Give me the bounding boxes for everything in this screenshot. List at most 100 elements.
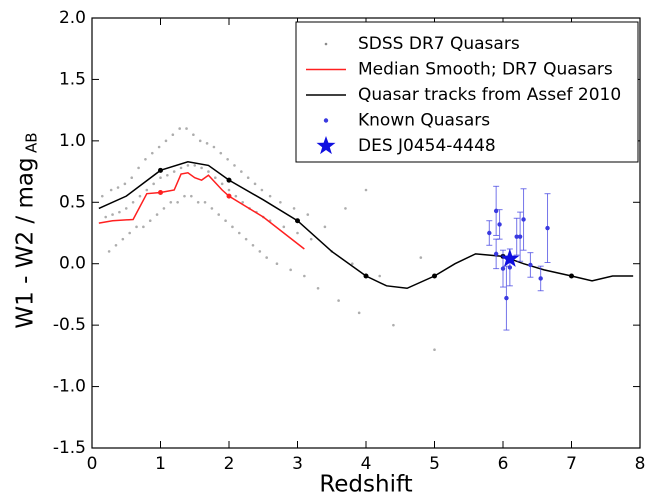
track-marker [226, 193, 232, 199]
scatter-point [186, 164, 190, 167]
scatter-point [231, 225, 234, 229]
track-marker [158, 167, 163, 173]
scatter-point [226, 157, 229, 161]
scatter-point [279, 200, 282, 204]
scatter-point [246, 176, 250, 180]
scatter-point [309, 237, 313, 241]
y-tick-label: 1.5 [59, 69, 86, 89]
scatter-point [205, 142, 209, 145]
scatter-point [237, 231, 241, 235]
scatter-point [296, 231, 299, 235]
scatter-point [203, 200, 207, 204]
scatter-point [292, 207, 296, 210]
track-marker [363, 273, 369, 279]
star-point [500, 248, 520, 267]
y-axis-label: W1 - W2 / mag [13, 157, 39, 328]
scatter-point [196, 200, 200, 204]
scatter-point [364, 188, 368, 192]
scatter-point [258, 250, 262, 253]
known-quasar [487, 230, 492, 236]
known-quasar [517, 234, 523, 239]
scatter-point [351, 262, 354, 266]
legend-label: Quasar tracks from Assef 2010 [358, 85, 621, 105]
scatter-point [323, 225, 327, 229]
scatter-point [155, 213, 159, 216]
y-tick-label: 0.0 [59, 254, 86, 274]
scatter-point [179, 166, 183, 170]
known-quasar [493, 251, 499, 257]
scatter-point [275, 262, 279, 266]
known-quasar [504, 295, 509, 301]
y-axis-label-sub: AB [23, 132, 41, 153]
known-quasar [545, 225, 550, 231]
scatter-point [144, 157, 147, 161]
scatter-point [130, 176, 134, 180]
scatter-point [142, 225, 145, 229]
scatter-point [219, 151, 223, 155]
scatter-point [220, 182, 224, 186]
x-tick-label: 0 [87, 454, 98, 474]
scatter-point [123, 182, 127, 186]
x-tick-label: 5 [429, 454, 440, 474]
y-tick-label: -1.0 [53, 377, 86, 397]
scatter-point [289, 268, 292, 272]
scatter-point [172, 170, 176, 173]
scatter-point [185, 127, 188, 130]
y-tick-label: 0.5 [59, 192, 86, 212]
legend-star [316, 136, 336, 155]
y-tick-label: 2.0 [59, 8, 86, 28]
y-tick-label: -0.5 [53, 315, 86, 335]
scatter-point [217, 213, 221, 216]
scatter-point [240, 170, 243, 173]
known-quasar [538, 276, 543, 281]
scatter-point [253, 182, 257, 186]
scatter-point [131, 200, 135, 204]
scatter-point [193, 164, 197, 167]
scatter-point [212, 145, 216, 149]
y-tick-label: -1.5 [53, 438, 86, 458]
scatter-point [152, 182, 155, 186]
scatter-point [337, 299, 340, 302]
scatter-point [260, 188, 264, 192]
scatter-point [200, 166, 203, 170]
scatter-point [234, 194, 238, 198]
scatter-point [198, 139, 202, 143]
track-marker [295, 218, 300, 224]
scatter-point [244, 237, 248, 241]
known-quasar [497, 222, 502, 227]
x-tick-label: 4 [361, 454, 372, 474]
scatter-point [169, 200, 173, 204]
scatter-point [111, 213, 114, 216]
scatter-point [233, 164, 236, 167]
x-tick-label: 1 [155, 454, 166, 474]
scatter-point [210, 207, 214, 210]
legend-box [295, 21, 639, 163]
line-series [98, 172, 305, 250]
scatter-point [138, 194, 142, 198]
track-marker [569, 273, 574, 279]
x-axis-label: Redshift [319, 472, 412, 498]
legend-label: Known Quasars [358, 111, 490, 131]
scatter-point [357, 311, 361, 315]
scatter-point [316, 286, 320, 290]
scatter-point [306, 213, 310, 216]
scatter-point [178, 127, 181, 130]
scatter-point [282, 225, 286, 229]
scatter-point [183, 194, 186, 198]
x-tick-label: 7 [566, 454, 577, 474]
scatter-point [148, 219, 152, 223]
scatter-point [176, 200, 179, 204]
scatter-point [241, 200, 244, 204]
scatter-point [268, 194, 272, 198]
scatter-point [121, 237, 125, 241]
legend-label: Median Smooth; DR7 Quasars [358, 60, 613, 80]
track-marker [158, 189, 163, 195]
scatter-point [171, 133, 175, 137]
legend-label: SDSS DR7 Quasars [358, 34, 520, 54]
scatter-point [251, 243, 255, 247]
scatter-point [227, 188, 231, 192]
scatter-point [150, 151, 154, 155]
scatter-point [392, 323, 395, 327]
scatter-point [159, 176, 162, 180]
